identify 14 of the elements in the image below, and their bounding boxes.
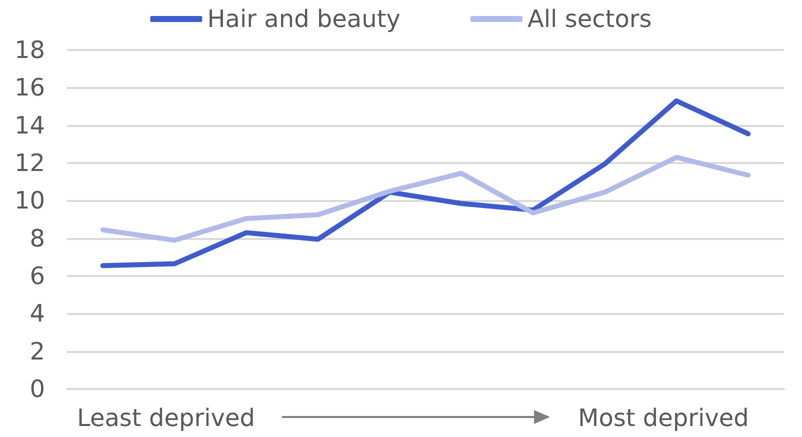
- y-tick-label: 6: [30, 262, 45, 290]
- y-tick-label: 0: [30, 375, 45, 403]
- y-tick-label: 10: [14, 186, 45, 215]
- y-tick-label: 4: [30, 300, 45, 328]
- legend-label: Hair and beauty: [207, 5, 400, 33]
- y-tick-label: 12: [14, 149, 45, 177]
- y-tick-label: 14: [14, 111, 45, 140]
- text: Least deprived: [77, 404, 255, 432]
- legend-label: All sectors: [527, 5, 652, 33]
- y-tick-label: 16: [14, 74, 45, 102]
- text: Most deprived: [578, 404, 749, 432]
- y-tick-label: 18: [14, 36, 45, 64]
- y-tick-label: 2: [30, 337, 45, 366]
- y-tick-label: 8: [30, 224, 45, 252]
